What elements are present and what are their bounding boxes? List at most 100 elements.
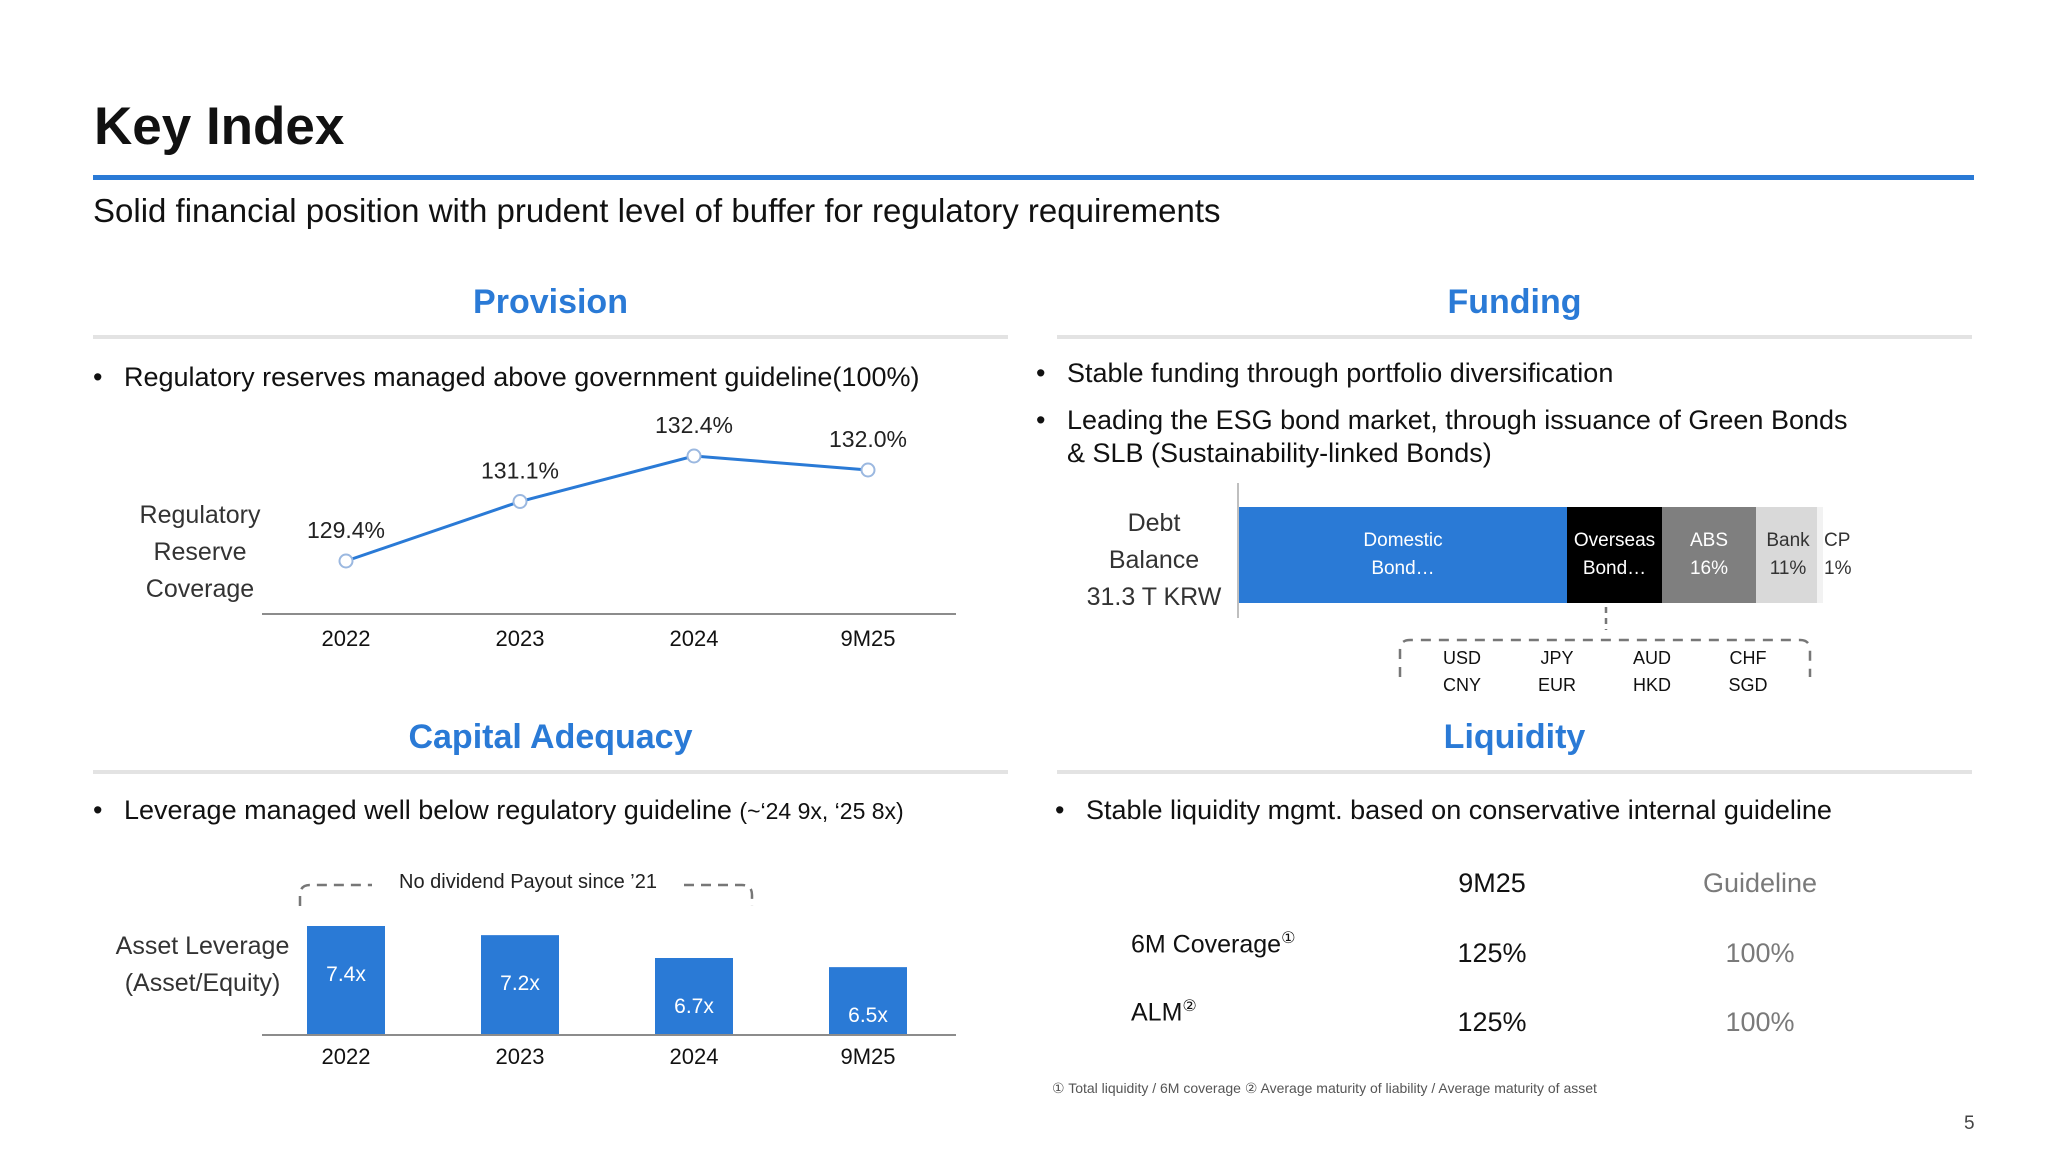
- liquidity-value: 125%: [1457, 938, 1527, 968]
- provision-title: Provision: [473, 283, 628, 321]
- bullet-dot: •: [1055, 795, 1065, 825]
- leverage-bar: [481, 935, 559, 1035]
- segment-label: CP: [1824, 530, 1851, 551]
- liquidity-guideline: 100%: [1725, 938, 1795, 968]
- row-label-text: ALM: [1131, 998, 1183, 1027]
- segment-value: 1%: [1824, 558, 1852, 579]
- provision-value-label: 131.1%: [481, 458, 559, 484]
- provision-value-label: 132.4%: [655, 412, 733, 438]
- leverage-bar: [307, 926, 385, 1035]
- debt-label-line: Debt: [1127, 509, 1181, 537]
- liquidity-col-period: 9M25: [1458, 868, 1526, 898]
- debt-axis-line: [1237, 483, 1239, 618]
- provision-point: [686, 448, 702, 464]
- side-label-line: Coverage: [145, 575, 255, 603]
- segment-value: 16%: [1689, 558, 1729, 579]
- funding-bullet-text: Stable funding through portfolio diversi…: [1067, 358, 1614, 388]
- segment-value: Bond…: [1582, 558, 1647, 579]
- segment-value: Bond…: [1371, 558, 1435, 579]
- side-label-line: (Asset/Equity): [124, 969, 281, 997]
- debt-balance-label: Debt Balance 31.3 T KRW: [1074, 505, 1234, 616]
- liquidity-bullet: • Stable liquidity mgmt. based on conser…: [1055, 795, 1985, 829]
- segment-cp: CP 1%: [1824, 527, 1851, 583]
- segment-label: ABS: [1689, 530, 1729, 551]
- page-title: Key Index: [94, 97, 345, 156]
- currency-code: JPY: [1540, 648, 1574, 668]
- segment-cp-bar: [1817, 507, 1823, 603]
- funding-bullet-2-cont: & SLB (Sustainability-linked Bonds): [1067, 438, 1492, 468]
- title-divider: [93, 175, 1974, 180]
- leverage-x-tick: 2022: [322, 1044, 371, 1069]
- provision-value-label: 129.4%: [307, 517, 385, 543]
- segment-value: 11%: [1769, 558, 1807, 579]
- leverage-bar: [655, 958, 733, 1035]
- leverage-x-tick: 2024: [670, 1044, 719, 1069]
- segment-label: Overseas: [1573, 530, 1656, 551]
- provision-x-tick: 2023: [496, 626, 545, 651]
- leverage-value-label: 6.5x: [848, 1004, 888, 1027]
- currency-code: SGD: [1728, 675, 1768, 695]
- funding-divider: [1057, 335, 1972, 339]
- segment-domestic-bond: Domestic Bond…: [1239, 507, 1567, 603]
- footnote-mark: ①: [1281, 930, 1296, 947]
- page-subtitle: Solid financial position with prudent le…: [93, 192, 1221, 229]
- side-label-line: Asset Leverage: [115, 932, 290, 960]
- segment-bank: Bank 11%: [1756, 507, 1820, 603]
- capital-bullet-main: Leverage managed well below regulatory g…: [124, 795, 732, 825]
- side-label-line: Reserve: [153, 538, 247, 566]
- funding-bullet-text: Leading the ESG bond market, through iss…: [1067, 405, 1848, 435]
- currency-group: CHF SGD: [1718, 645, 1778, 699]
- currency-code: CHF: [1729, 648, 1767, 668]
- provision-point: [512, 494, 528, 509]
- page-number: 5: [1964, 1113, 1975, 1134]
- provision-point: [338, 553, 354, 569]
- liquidity-guideline: 100%: [1725, 1007, 1795, 1037]
- capital-adequacy-title: Capital Adequacy: [408, 718, 693, 756]
- currency-code: CNY: [1442, 675, 1481, 695]
- currency-code: HKD: [1632, 675, 1671, 695]
- provision-point: [860, 462, 876, 478]
- liquidity-col-guideline: Guideline: [1702, 868, 1818, 898]
- row-label-text: 6M Coverage: [1131, 930, 1282, 959]
- provision-bullet: • Regulatory reserves managed above gove…: [93, 362, 1013, 396]
- provision-x-tick: 2024: [670, 626, 719, 651]
- currency-group: JPY EUR: [1527, 645, 1587, 699]
- funding-title: Funding: [1447, 283, 1582, 321]
- provision-value-label: 132.0%: [829, 426, 907, 452]
- dividend-annotation: No dividend Payout since ’21: [399, 871, 657, 893]
- currency-code: USD: [1442, 648, 1481, 668]
- funding-bullet-1: • Stable funding through portfolio diver…: [1036, 358, 1966, 392]
- liquidity-divider: [1057, 770, 1972, 774]
- segment-abs: ABS 16%: [1662, 507, 1756, 603]
- side-label-line: Regulatory: [139, 501, 261, 529]
- liquidity-value: 125%: [1457, 1007, 1527, 1037]
- leverage-x-tick: 2023: [496, 1044, 545, 1069]
- capital-adequacy-divider: [93, 770, 1008, 774]
- debt-label-line: Balance: [1108, 546, 1200, 574]
- provision-divider: [93, 335, 1008, 339]
- footnote-mark: ②: [1182, 998, 1197, 1015]
- segment-label: Bank: [1766, 530, 1810, 551]
- provision-bullet-text: Regulatory reserves managed above govern…: [124, 362, 920, 392]
- footnote: ① Total liquidity / 6M coverage ② Averag…: [1052, 1080, 1597, 1096]
- segment-label: Domestic: [1363, 530, 1443, 551]
- bullet-dot: •: [93, 362, 103, 392]
- asset-leverage-label: Asset Leverage (Asset/Equity): [100, 928, 305, 1002]
- capital-bullet-text: Leverage managed well below regulatory g…: [124, 795, 904, 826]
- liquidity-row-label: 6M Coverage①: [1131, 928, 1295, 959]
- currency-group: USD CNY: [1432, 645, 1492, 699]
- currency-group: AUD HKD: [1622, 645, 1682, 699]
- provision-series-line: [345, 454, 869, 563]
- capital-bullet-suffix: (~‘24 9x, ‘25 8x): [739, 798, 904, 824]
- provision-side-label: Regulatory Reserve Coverage: [120, 497, 280, 608]
- leverage-value-label: 7.4x: [326, 963, 366, 986]
- segment-overseas-bond: Overseas Bond…: [1567, 507, 1662, 603]
- capital-bullet: • Leverage managed well below regulatory…: [93, 795, 1023, 829]
- currency-code: EUR: [1537, 675, 1576, 695]
- debt-label-line: 31.3 T KRW: [1086, 583, 1222, 611]
- bullet-dot: •: [1036, 358, 1046, 388]
